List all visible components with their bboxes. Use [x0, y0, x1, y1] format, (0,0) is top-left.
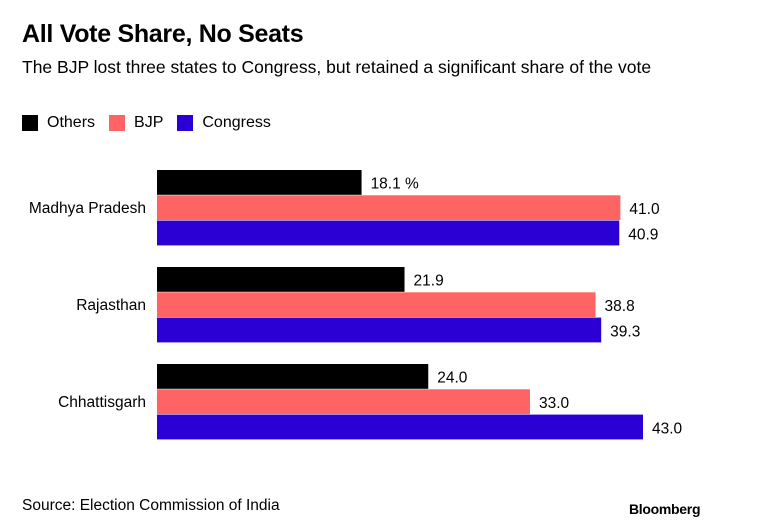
bar-madhya-pradesh-bjp [157, 195, 621, 221]
category-label-chhattisgarh: Chhattisgarh [58, 394, 146, 411]
bar-chhattisgarh-congress [157, 414, 643, 440]
bar-chhattisgarh-bjp [157, 389, 530, 415]
data-label-madhya-pradesh-others: 18.1 % [371, 176, 419, 193]
bar-chhattisgarh-others [157, 364, 429, 389]
chart-title: All Vote Share, No Seats [22, 20, 304, 48]
legend-item-congress: Congress [177, 114, 271, 132]
legend-swatch-bjp [109, 115, 126, 131]
category-label-madhya-pradesh: Madhya Pradesh [29, 200, 146, 217]
source-note: Source: Election Commission of India [22, 497, 280, 514]
data-label-madhya-pradesh-bjp: 41.0 [629, 201, 660, 218]
bar-rajasthan-others [157, 267, 405, 292]
chart-subtitle: The BJP lost three states to Congress, b… [22, 57, 652, 77]
legend-swatch-congress [177, 115, 194, 131]
data-label-chhattisgarh-congress: 43.0 [652, 420, 683, 437]
legend-item-bjp: BJP [109, 114, 163, 132]
data-label-rajasthan-others: 21.9 [414, 273, 444, 290]
legend-swatch-others [22, 115, 38, 131]
category-label-rajasthan: Rajasthan [76, 297, 146, 314]
legend-label-congress: Congress [202, 114, 271, 131]
bar-rajasthan-congress [157, 317, 602, 343]
bloomberg-logo: Bloomberg [629, 501, 701, 517]
legend: Others BJP Congress [22, 114, 285, 132]
data-label-chhattisgarh-bjp: 33.0 [539, 395, 570, 412]
bar-madhya-pradesh-others [157, 170, 362, 195]
data-label-chhattisgarh-others: 24.0 [437, 370, 468, 387]
bar-rajasthan-bjp [157, 292, 596, 318]
data-label-madhya-pradesh-congress: 40.9 [628, 226, 658, 243]
legend-label-bjp: BJP [134, 114, 164, 131]
data-label-rajasthan-bjp: 38.8 [605, 298, 635, 315]
legend-label-others: Others [47, 114, 96, 131]
bar-madhya-pradesh-congress [157, 220, 620, 246]
legend-item-others: Others [22, 114, 95, 132]
data-label-rajasthan-congress: 39.3 [610, 323, 640, 340]
